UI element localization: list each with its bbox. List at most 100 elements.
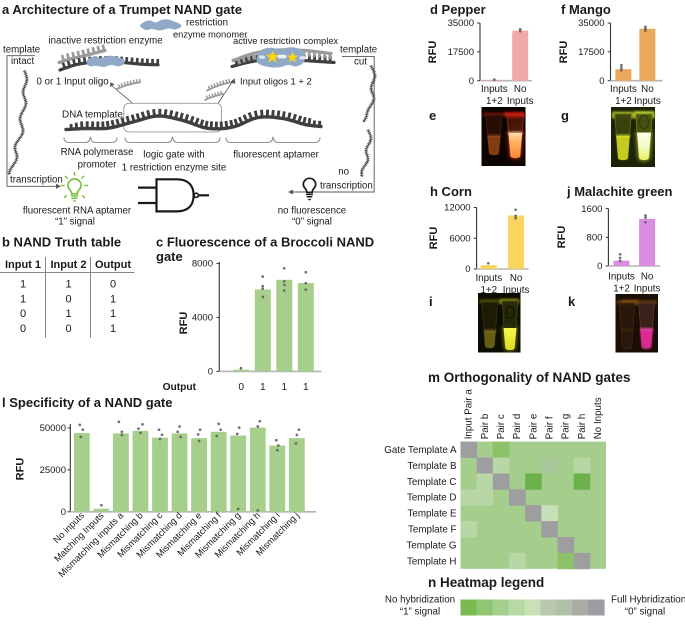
svg-text:Pair d: Pair d [512, 414, 523, 440]
svg-text:RFU: RFU [15, 458, 27, 481]
svg-text:1: 1 [281, 382, 287, 393]
svg-text:No: No [510, 273, 523, 284]
svg-text:DNA template: DNA template [62, 110, 123, 121]
svg-text:0 or 1 Input oligo: 0 or 1 Input oligo [37, 77, 109, 88]
svg-text:intact: intact [11, 56, 34, 67]
svg-text:800: 800 [587, 233, 603, 244]
svg-text:25000: 25000 [40, 465, 66, 476]
svg-text:m Orthogonality of NAND gates: m Orthogonality of NAND gates [428, 370, 631, 385]
svg-text:fluorescent aptamer: fluorescent aptamer [233, 150, 319, 161]
svg-text:0: 0 [597, 261, 602, 272]
svg-text:0: 0 [20, 323, 26, 335]
svg-text:Inputs: Inputs [481, 84, 508, 95]
svg-text:l Specificity of a NAND gate: l Specificity of a NAND gate [2, 395, 172, 410]
svg-text:active restriction complex: active restriction complex [233, 35, 339, 46]
svg-text:template: template [340, 45, 377, 56]
svg-text:Full Hybridization: Full Hybridization [611, 595, 685, 606]
svg-text:1: 1 [110, 323, 116, 335]
svg-text:fluorescent RNA aptamer: fluorescent RNA aptamer [23, 206, 132, 217]
svg-text:Inputs: Inputs [608, 272, 635, 283]
svg-text:transcription: transcription [10, 175, 63, 186]
svg-text:1: 1 [65, 308, 71, 320]
svg-text:Template G: Template G [406, 540, 456, 551]
svg-text:Template F: Template F [408, 524, 456, 535]
svg-text:1: 1 [260, 382, 266, 393]
svg-text:0: 0 [20, 308, 26, 320]
svg-text:1 restriction enzyme site: 1 restriction enzyme site [122, 163, 226, 174]
svg-text:1+2: 1+2 [486, 96, 503, 107]
svg-text:gate: gate [156, 249, 183, 264]
svg-text:Template B: Template B [407, 461, 456, 472]
svg-text:“0” signal: “0” signal [292, 217, 332, 228]
svg-text:Inputs: Inputs [610, 84, 637, 95]
svg-text:50000: 50000 [40, 423, 66, 434]
svg-text:k: k [568, 294, 576, 309]
svg-text:Template C: Template C [407, 477, 457, 488]
svg-text:transcription: transcription [320, 181, 373, 192]
svg-text:logic gate with: logic gate with [143, 150, 204, 161]
svg-text:Pair c: Pair c [496, 414, 507, 439]
svg-text:Pair e: Pair e [528, 413, 539, 439]
svg-text:1: 1 [65, 279, 71, 291]
svg-text:No Inputs: No Inputs [593, 397, 604, 439]
svg-text:b NAND Truth table: b NAND Truth table [2, 235, 121, 250]
svg-text:f Mango: f Mango [561, 2, 611, 17]
svg-text:Inputs: Inputs [475, 273, 502, 284]
svg-text:1: 1 [303, 382, 309, 393]
svg-text:Input oligos 1 + 2: Input oligos 1 + 2 [240, 76, 312, 87]
svg-text:RFU: RFU [427, 41, 439, 64]
svg-text:12000: 12000 [444, 203, 470, 214]
svg-text:Input 2: Input 2 [50, 259, 86, 271]
svg-text:0: 0 [61, 507, 66, 518]
svg-text:1600: 1600 [581, 204, 602, 215]
svg-text:“0” signal: “0” signal [625, 607, 665, 618]
svg-text:i: i [429, 294, 433, 309]
svg-text:Output: Output [95, 259, 131, 271]
svg-text:“1” signal: “1” signal [400, 607, 440, 618]
svg-text:d Pepper: d Pepper [430, 2, 486, 17]
svg-text:Template D: Template D [407, 493, 457, 504]
svg-text:restriction: restriction [186, 18, 228, 29]
svg-text:1: 1 [20, 279, 26, 291]
svg-text:n Heatmap legend: n Heatmap legend [428, 575, 544, 590]
svg-text:RNA polymerase: RNA polymerase [61, 147, 134, 158]
svg-text:enzyme monomer: enzyme monomer [173, 30, 247, 40]
svg-text:6000: 6000 [449, 233, 470, 244]
svg-text:0: 0 [469, 76, 474, 87]
svg-text:No: No [641, 272, 654, 283]
svg-text:Output: Output [163, 382, 197, 393]
svg-text:c Fluorescence of a Broccoli N: c Fluorescence of a Broccoli NAND [156, 235, 374, 250]
svg-text:inactive restriction enzyme: inactive restriction enzyme [49, 36, 163, 47]
svg-text:35000: 35000 [578, 18, 604, 29]
svg-text:Inputs: Inputs [507, 96, 534, 107]
svg-text:promoter: promoter [78, 160, 118, 171]
svg-text:1+2: 1+2 [480, 285, 497, 296]
svg-text:Pair f: Pair f [544, 416, 555, 439]
svg-text:8000: 8000 [192, 259, 213, 270]
svg-text:e: e [429, 108, 436, 123]
svg-text:a Architecture of a Trumpet NA: a Architecture of a Trumpet NAND gate [2, 2, 242, 17]
svg-text:17500: 17500 [578, 47, 604, 58]
svg-text:RFU: RFU [428, 227, 440, 250]
svg-text:Pair b: Pair b [480, 413, 491, 439]
svg-text:0: 0 [208, 367, 213, 378]
svg-text:Gate Template A: Gate Template A [384, 445, 457, 456]
svg-text:h Corn: h Corn [430, 184, 472, 199]
svg-text:Inputs: Inputs [634, 96, 661, 107]
svg-text:4000: 4000 [192, 313, 213, 324]
svg-text:35000: 35000 [448, 18, 474, 29]
svg-text:0: 0 [465, 264, 470, 275]
svg-text:1: 1 [110, 308, 116, 320]
svg-text:17500: 17500 [448, 47, 474, 58]
svg-text:Input 1: Input 1 [5, 259, 41, 271]
svg-text:j Malachite green: j Malachite green [566, 184, 673, 199]
svg-text:Pair g: Pair g [561, 414, 572, 440]
svg-text:Pair h: Pair h [577, 414, 588, 440]
svg-text:0: 0 [65, 323, 71, 335]
svg-text:0: 0 [599, 76, 604, 87]
svg-text:template: template [3, 45, 40, 56]
svg-text:0: 0 [110, 279, 116, 291]
svg-text:1+2: 1+2 [615, 96, 632, 107]
svg-text:no fluorescence: no fluorescence [278, 206, 346, 217]
svg-text:1: 1 [110, 293, 116, 305]
